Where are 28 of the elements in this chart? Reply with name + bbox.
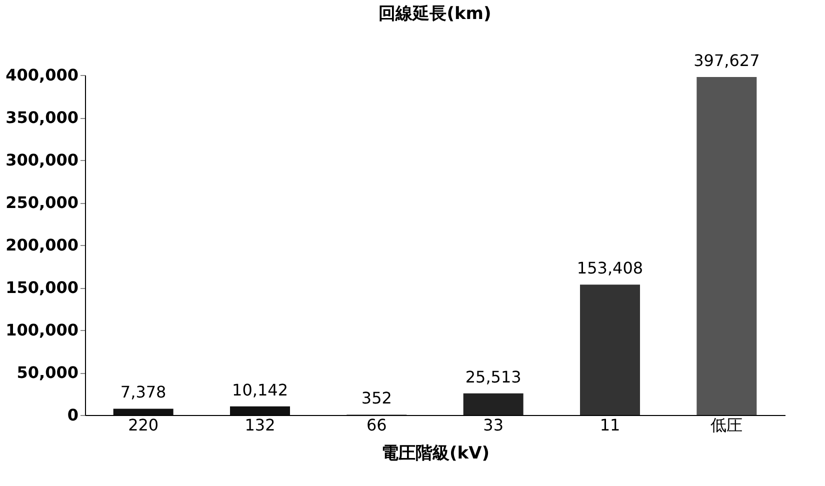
data-label: 153,408 [576,258,644,278]
data-label: 397,627 [694,51,760,70]
y-tick-label: 100,000 [6,320,78,340]
x-tick-label: 132 [244,416,276,434]
x-tick-label: 220 [128,416,159,434]
y-tick-label: 50,000 [16,363,78,382]
y-tick-label: 400,000 [6,66,78,84]
y-tick-label: 0 [67,406,78,424]
bar [113,408,174,415]
data-label: 352 [361,388,392,408]
data-label: 10,142 [232,380,288,400]
x-tick-label: 低圧 [710,416,743,434]
data-label: 7,378 [120,382,166,402]
y-tick-label: 350,000 [6,108,78,127]
bar [580,284,640,415]
y-tick-label: 300,000 [6,150,78,170]
y-tick-label: 200,000 [6,236,78,254]
y-tick-label: 250,000 [6,193,78,212]
bar [463,393,524,415]
data-label: 25,513 [465,367,522,386]
chart-title: 回線延長(km) [378,4,492,24]
x-tick-label: 11 [600,416,620,434]
x-tick-label: 66 [366,416,387,434]
y-tick-label: 150,000 [6,278,78,297]
bar [230,406,290,415]
bar [696,77,757,415]
x-tick-label: 33 [483,416,504,434]
x-axis-title: 電圧階級(kV) [381,444,490,464]
